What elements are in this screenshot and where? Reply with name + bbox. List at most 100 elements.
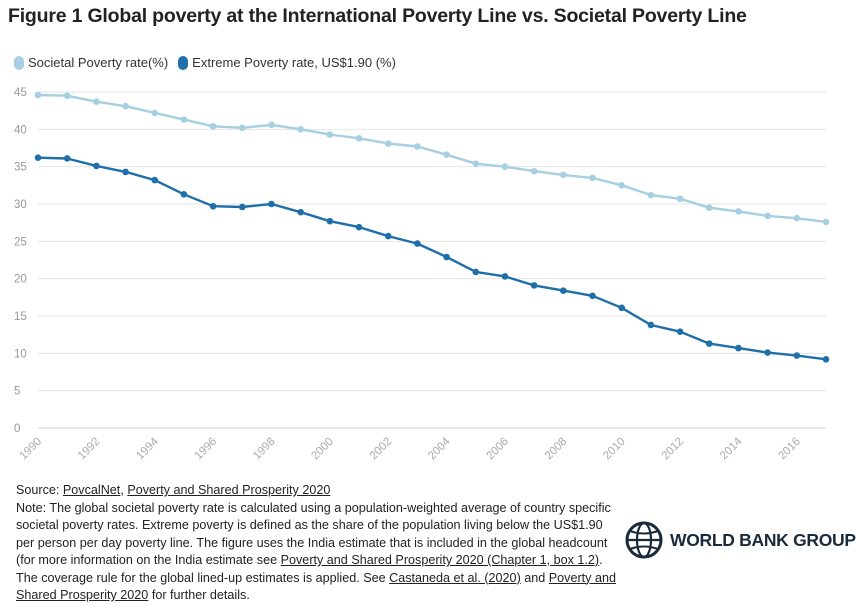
- data-point: [93, 162, 100, 170]
- note-text-3: and: [520, 570, 549, 585]
- x-tick-label: 2006: [485, 436, 512, 463]
- data-point: [764, 349, 771, 356]
- data-point: [268, 200, 275, 208]
- data-point: [560, 287, 567, 294]
- data-point: [647, 191, 655, 199]
- note-text-2: . The coverage rule for the global lined…: [16, 553, 603, 585]
- data-point: [443, 151, 450, 159]
- x-tick-label: 2002: [368, 436, 395, 463]
- source-note: Source: PovcalNet, Poverty and Shared Pr…: [16, 482, 616, 605]
- data-point: [472, 160, 480, 167]
- legend-item-societal[interactable]: Societal Poverty rate(%): [14, 55, 168, 70]
- globe-icon: [625, 521, 663, 559]
- data-point: [443, 253, 450, 261]
- data-point: [151, 176, 159, 184]
- legend: Societal Poverty rate(%) Extreme Poverty…: [14, 55, 396, 70]
- x-tick-label: 2008: [543, 436, 570, 463]
- data-point: [268, 121, 275, 129]
- data-point: [764, 212, 771, 220]
- y-tick-label: 30: [14, 199, 27, 211]
- data-point: [793, 214, 801, 222]
- data-point: [34, 154, 42, 162]
- x-tick-label: 2004: [426, 435, 453, 462]
- data-point: [63, 155, 71, 162]
- data-point: [676, 328, 684, 335]
- legend-item-extreme[interactable]: Extreme Poverty rate, US$1.90 (%): [178, 55, 396, 70]
- world-bank-logo: WORLD BANK GROUP: [624, 520, 856, 560]
- data-point: [414, 240, 421, 247]
- y-tick-label: 25: [14, 236, 27, 248]
- y-tick-label: 20: [14, 274, 27, 286]
- data-point: [209, 123, 217, 130]
- data-point: [589, 174, 596, 182]
- psp2020-link-2[interactable]: Poverty and Shared Prosperity 2020: [16, 570, 616, 603]
- data-point: [589, 292, 596, 300]
- y-tick-label: 35: [14, 162, 27, 174]
- x-tick-label: 1992: [76, 436, 103, 463]
- data-point: [151, 109, 159, 117]
- castaneda-link[interactable]: Castaneda et al. (2020): [389, 570, 521, 585]
- data-point: [63, 92, 71, 100]
- legend-swatch-societal: [14, 55, 24, 70]
- data-point: [530, 167, 538, 175]
- x-tick-label: 2012: [660, 436, 687, 463]
- povcalnet-link[interactable]: PovcalNet: [62, 483, 121, 497]
- chart-title: Figure 1 Global poverty at the Internati…: [8, 5, 747, 27]
- y-tick-label: 5: [14, 386, 20, 398]
- data-point: [297, 126, 304, 133]
- data-point: [793, 352, 801, 359]
- data-point: [355, 223, 363, 231]
- data-point: [735, 208, 742, 215]
- data-point: [34, 91, 42, 99]
- x-tick-label: 1990: [18, 436, 45, 463]
- data-point: [238, 124, 246, 132]
- y-tick-label: 45: [14, 87, 27, 99]
- data-point: [326, 217, 334, 225]
- series-line-0: [37, 93, 827, 224]
- psp2020-box-link[interactable]: Poverty and Shared Prosperity 2020 (Chap…: [280, 553, 600, 567]
- x-tick-label: 1998: [251, 436, 278, 463]
- x-tick-label: 1994: [134, 435, 161, 462]
- data-point: [676, 195, 684, 203]
- data-point: [530, 282, 538, 289]
- y-tick-label: 40: [14, 124, 27, 136]
- note-text-4: for further details.: [148, 588, 250, 602]
- y-tick-label: 10: [14, 348, 27, 360]
- data-point: [238, 203, 246, 211]
- data-point: [560, 171, 567, 179]
- series-line-1: [37, 156, 827, 361]
- logo-text: WORLD BANK GROUP: [670, 529, 856, 550]
- legend-label-societal: Societal Poverty rate(%): [28, 55, 169, 70]
- data-point: [618, 182, 626, 189]
- data-point: [93, 98, 100, 106]
- data-point: [735, 344, 742, 352]
- x-tick-label: 2010: [601, 436, 628, 463]
- x-tick-label: 1996: [193, 436, 220, 463]
- psp2020-link[interactable]: Poverty and Shared Prosperity 2020: [127, 483, 331, 497]
- x-tick-label: 2000: [309, 436, 336, 463]
- x-tick-label: 2016: [776, 436, 803, 463]
- data-point: [355, 134, 363, 142]
- data-point: [618, 304, 626, 312]
- note-text-1: Note: The global societal poverty rate i…: [16, 500, 611, 568]
- x-tick-label: 2014: [718, 435, 745, 462]
- data-point: [501, 163, 509, 170]
- data-point: [122, 168, 129, 176]
- data-point: [501, 273, 509, 280]
- data-point: [472, 268, 480, 276]
- data-point: [414, 143, 421, 150]
- data-point: [647, 321, 655, 329]
- data-point: [822, 218, 830, 226]
- data-point: [122, 102, 129, 110]
- data-point: [822, 356, 830, 363]
- legend-swatch-extreme: [178, 55, 189, 70]
- y-tick-label: 0: [14, 423, 20, 435]
- y-tick-label: 15: [14, 311, 27, 323]
- data-point: [297, 208, 304, 216]
- data-point: [180, 190, 188, 198]
- data-point: [384, 232, 392, 240]
- data-point: [209, 202, 217, 210]
- data-point: [180, 116, 188, 123]
- legend-label-extreme: Extreme Poverty rate, US$1.90 (%): [192, 55, 396, 70]
- data-point: [705, 204, 713, 212]
